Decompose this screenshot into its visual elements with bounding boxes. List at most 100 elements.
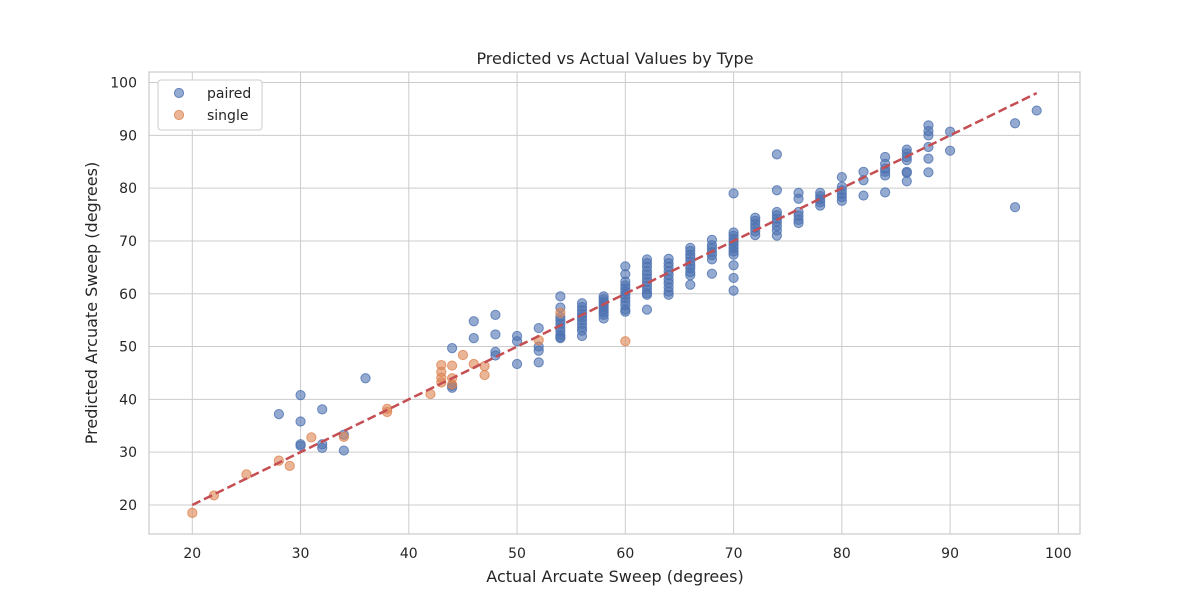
data-point-paired (728, 188, 739, 199)
x-tick-label: 80 (833, 546, 851, 562)
chart-title: Predicted vs Actual Values by Type (476, 49, 753, 68)
data-point-paired (685, 279, 696, 290)
data-point-paired (338, 445, 349, 456)
data-point-paired (923, 167, 934, 178)
data-point-paired (771, 230, 782, 241)
y-tick-label: 60 (119, 287, 137, 303)
data-point-paired (490, 309, 501, 320)
data-point-paired (793, 217, 804, 229)
legend-label-paired: paired (207, 86, 251, 102)
data-point-paired (1031, 105, 1042, 116)
y-axis-title: Predicted Arcuate Sweep (degrees) (82, 162, 101, 444)
data-point-paired (598, 313, 609, 324)
data-point-paired (1009, 118, 1021, 129)
data-point-single (447, 379, 458, 390)
data-point-paired (295, 390, 306, 401)
data-point-paired (317, 442, 328, 454)
data-point-paired (728, 272, 739, 284)
y-tick-label: 50 (119, 340, 137, 356)
reference-line (191, 91, 1038, 507)
data-point-paired (880, 187, 891, 198)
data-point-paired (641, 304, 653, 315)
data-point-paired (620, 306, 631, 317)
x-tick-label: 50 (508, 546, 526, 562)
data-point-paired (771, 149, 782, 160)
y-tick-label: 40 (119, 392, 137, 408)
x-tick-label: 90 (941, 546, 959, 562)
legend-marker-single (173, 109, 185, 121)
data-point-paired (663, 289, 674, 300)
legend-marker-paired (173, 87, 185, 99)
data-point-paired (815, 200, 826, 211)
data-point-paired (728, 249, 739, 260)
y-tick-label: 100 (110, 76, 137, 92)
data-point-paired (468, 333, 479, 344)
data-point-paired (533, 345, 544, 356)
data-point-paired (295, 416, 306, 427)
data-point-paired (836, 171, 847, 183)
data-point-paired (490, 329, 501, 340)
data-point-single (479, 369, 490, 381)
data-point-paired (641, 289, 653, 300)
data-point-paired (750, 230, 761, 241)
x-axis-title: Actual Arcuate Sweep (degrees) (486, 567, 743, 586)
data-point-single (338, 431, 349, 442)
data-point-paired (533, 322, 544, 334)
data-point-paired (447, 343, 458, 354)
y-tick-label: 80 (119, 181, 137, 197)
data-point-paired (360, 373, 371, 384)
data-point-paired (706, 268, 718, 279)
data-point-single (620, 336, 631, 347)
data-point-paired (901, 167, 912, 178)
data-point-paired (511, 358, 523, 370)
y-tick-label: 90 (119, 128, 137, 144)
data-point-paired (880, 170, 891, 181)
x-tick-label: 70 (725, 546, 743, 562)
data-point-paired (1009, 202, 1021, 213)
data-point-paired (728, 285, 739, 296)
data-point-paired (576, 330, 588, 342)
y-tick-label: 30 (119, 445, 137, 461)
legend: paired single (157, 79, 263, 131)
data-point-paired (858, 190, 869, 201)
data-point-paired (317, 404, 328, 415)
x-tick-label: 20 (183, 546, 201, 562)
data-point-single (187, 507, 198, 518)
data-point-paired (771, 185, 782, 196)
data-point-paired (858, 166, 869, 177)
x-tick-label: 40 (400, 546, 418, 562)
data-point-paired (923, 130, 934, 141)
data-point-paired (533, 357, 544, 368)
plot-frame (148, 71, 1081, 535)
data-point-paired (685, 270, 696, 281)
data-point-paired (511, 336, 523, 347)
y-tick-label: 70 (119, 234, 137, 250)
data-point-single (306, 432, 317, 443)
x-tick-label: 100 (1045, 546, 1072, 562)
x-tick-label: 30 (292, 546, 310, 562)
data-point-single (555, 307, 566, 318)
data-point-paired (295, 440, 306, 451)
data-point-paired (706, 254, 718, 265)
data-point-paired (923, 153, 934, 164)
data-point-paired (793, 193, 804, 204)
x-tick-label: 60 (616, 546, 634, 562)
data-point-single (479, 360, 490, 372)
data-point-paired (468, 316, 479, 327)
data-point-single (457, 349, 469, 361)
x-tick-labels: 20 30 40 50 60 70 80 90 100 (183, 546, 1071, 562)
data-point-paired (944, 145, 956, 156)
data-point-paired (555, 331, 566, 343)
y-tick-label: 20 (119, 498, 137, 514)
data-point-paired (555, 291, 566, 302)
data-points (187, 105, 1042, 518)
legend-label-single: single (207, 108, 248, 124)
data-point-paired (901, 176, 912, 187)
data-point-single (447, 360, 458, 371)
data-point-paired (728, 260, 739, 271)
data-point-single (284, 460, 295, 471)
data-point-paired (273, 409, 285, 420)
y-tick-labels: 20 30 40 50 60 70 80 90 100 (110, 76, 137, 514)
data-point-paired (836, 195, 847, 206)
